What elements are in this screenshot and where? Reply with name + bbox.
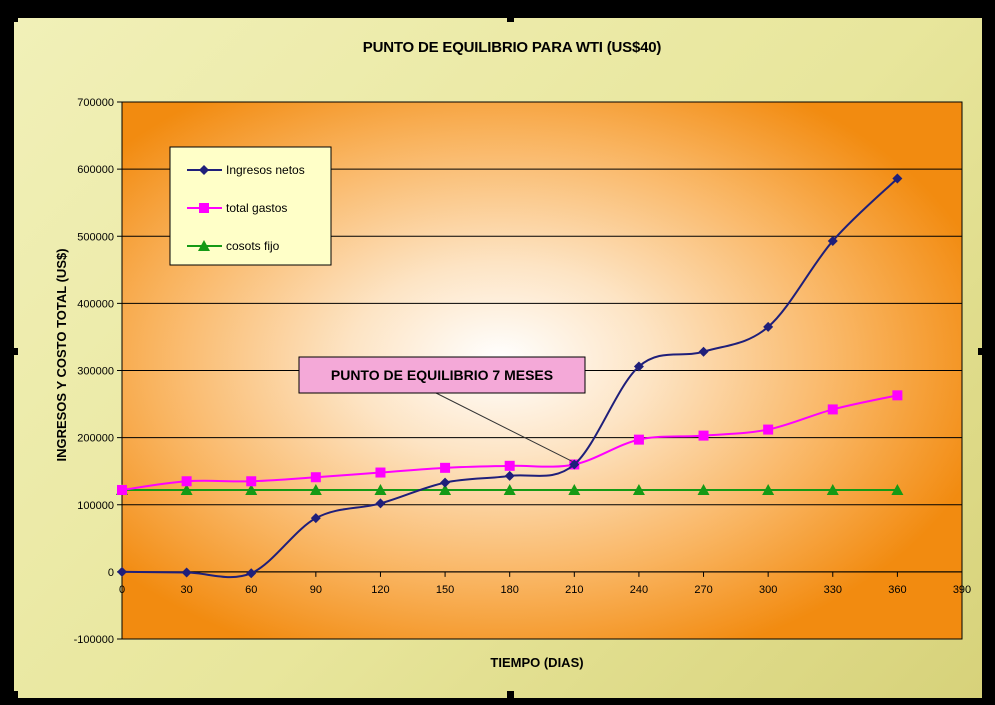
x-tick-label: 90 (310, 584, 322, 596)
data-point (440, 462, 451, 473)
x-tick-label: 210 (565, 584, 583, 596)
data-point (375, 467, 386, 478)
x-tick-label: 120 (371, 584, 389, 596)
data-point (310, 472, 321, 483)
x-tick-label: 390 (953, 584, 971, 596)
resize-handle-left[interactable] (11, 348, 18, 355)
legend[interactable]: Ingresos netos total gastos cosots fijo (169, 146, 332, 266)
data-point (440, 477, 451, 488)
data-point (568, 483, 581, 495)
data-point (827, 404, 838, 415)
data-point (117, 566, 127, 577)
x-tick-label: 330 (824, 584, 842, 596)
x-tick-label: 240 (630, 584, 648, 596)
legend-label: total gastos (226, 201, 287, 215)
resize-handle-right[interactable] (978, 348, 985, 355)
y-tick-label: 0 (108, 567, 114, 579)
y-tick-label: 300000 (77, 366, 114, 378)
y-axis-label: INGRESOS Y COSTO TOTAL (US$) (54, 248, 69, 461)
y-tick-label: 600000 (77, 164, 114, 176)
data-point (181, 567, 192, 578)
data-point (246, 568, 257, 579)
data-point (181, 476, 192, 487)
y-tick-label: -100000 (74, 634, 114, 646)
data-point (310, 513, 321, 524)
annotation-box (298, 356, 586, 394)
annotation-arrow (435, 392, 573, 462)
x-tick-label: 270 (694, 584, 712, 596)
x-tick-label: 180 (501, 584, 519, 596)
data-point (374, 483, 387, 495)
breakeven-annotation[interactable]: PUNTO DE EQUILIBRIO 7 MESES (298, 356, 586, 462)
data-point (180, 483, 193, 495)
data-point (246, 476, 257, 487)
data-point (891, 483, 904, 495)
data-point (698, 346, 709, 357)
data-point (762, 483, 775, 495)
resize-handle-top-left[interactable] (11, 15, 18, 22)
annotation-label: PUNTO DE EQUILIBRIO 7 MESES (331, 367, 553, 383)
x-tick-label: 30 (180, 584, 192, 596)
y-axis-ticks: -100000 0 100000 200000 300000 400000 500000 60… (74, 97, 122, 646)
series-triangle (116, 483, 904, 495)
resize-handle-bottom[interactable] (507, 691, 514, 698)
resize-handle-top[interactable] (507, 15, 514, 22)
data-point (697, 483, 710, 495)
series-diamond (117, 173, 903, 579)
data-point (439, 483, 452, 495)
data-point (633, 361, 644, 372)
series-layer (116, 173, 904, 579)
y-tick-label: 200000 (77, 433, 114, 445)
y-tick-label: 500000 (77, 231, 114, 243)
legend-marker (198, 240, 210, 251)
data-point (633, 434, 644, 445)
x-axis-ticks: 0 30 60 90 120 150 180 210 240 270 300 330 360 390 (119, 571, 971, 596)
data-point (375, 498, 386, 509)
data-point (892, 173, 903, 184)
data-point (827, 235, 838, 246)
data-point (826, 483, 839, 495)
y-tick-label: 100000 (77, 500, 114, 512)
data-point (763, 321, 774, 332)
data-point (892, 390, 903, 401)
data-point (117, 484, 127, 495)
legend-marker (199, 165, 209, 175)
x-tick-label: 0 (119, 584, 125, 596)
chart-title: PUNTO DE EQUILIBRIO PARA WTI (US$40) (363, 39, 662, 56)
data-point (569, 459, 580, 470)
resize-handle-bottom-left[interactable] (11, 691, 18, 698)
legend-label: Ingresos netos (226, 163, 305, 177)
y-tick-label: 400000 (77, 298, 114, 310)
data-point (698, 430, 709, 441)
legend-label: cosots fijo (226, 239, 280, 253)
x-tick-label: 60 (245, 584, 257, 596)
x-tick-label: 150 (436, 584, 454, 596)
data-point (245, 483, 258, 495)
data-point (632, 483, 645, 495)
y-tick-label: 700000 (77, 97, 114, 109)
data-point (309, 483, 322, 495)
data-point (504, 470, 515, 481)
x-axis-label: TIEMPO (DIAS) (490, 655, 583, 670)
data-point (504, 460, 515, 471)
data-point (503, 483, 516, 495)
x-tick-label: 360 (888, 584, 906, 596)
x-tick-label: 300 (759, 584, 777, 596)
data-point (763, 424, 774, 435)
legend-marker (199, 203, 209, 213)
